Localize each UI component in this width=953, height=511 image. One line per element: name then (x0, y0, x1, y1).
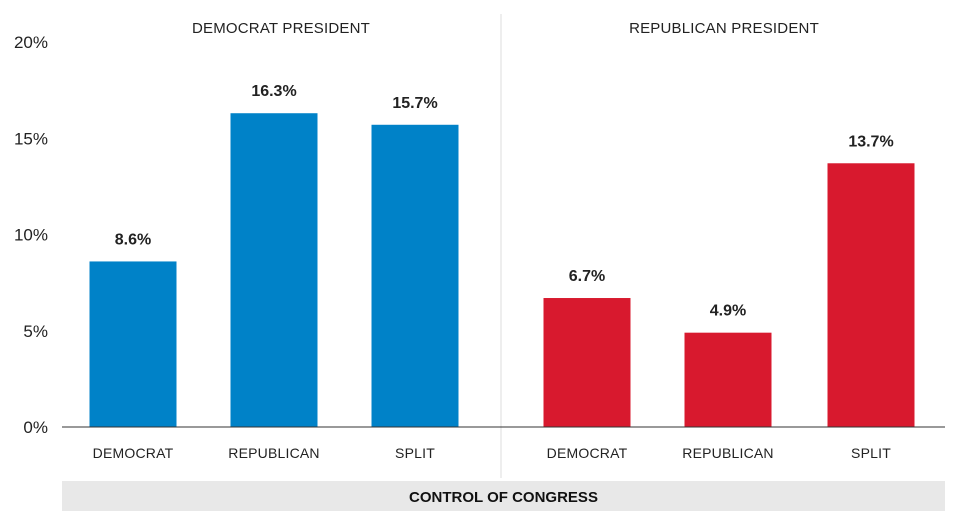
y-tick-label: 5% (23, 322, 48, 341)
bar (827, 163, 915, 427)
x-category-label: REPUBLICAN (682, 445, 773, 461)
x-category-label: REPUBLICAN (228, 445, 319, 461)
y-tick-label: 20% (14, 33, 48, 52)
y-tick-label: 0% (23, 418, 48, 437)
data-label: 8.6% (115, 231, 151, 248)
bar (230, 113, 318, 427)
bar (371, 124, 459, 428)
x-category-label: DEMOCRAT (547, 445, 628, 461)
bar (89, 261, 177, 427)
bar (684, 332, 772, 427)
x-category-label: SPLIT (851, 445, 891, 461)
data-label: 4.9% (710, 303, 746, 320)
data-label: 13.7% (848, 133, 893, 150)
y-tick-label: 10% (14, 226, 48, 245)
y-tick-label: 15% (14, 129, 48, 148)
data-label: 15.7% (392, 95, 437, 112)
footer-band (62, 481, 945, 511)
bar (543, 298, 631, 427)
panel-title: DEMOCRAT PRESIDENT (192, 20, 370, 37)
panel-title: REPUBLICAN PRESIDENT (629, 20, 819, 37)
x-category-label: DEMOCRAT (93, 445, 174, 461)
data-label: 6.7% (569, 268, 605, 285)
x-axis-title: CONTROL OF CONGRESS (409, 489, 598, 506)
x-category-label: SPLIT (395, 445, 435, 461)
data-label: 16.3% (251, 83, 296, 100)
